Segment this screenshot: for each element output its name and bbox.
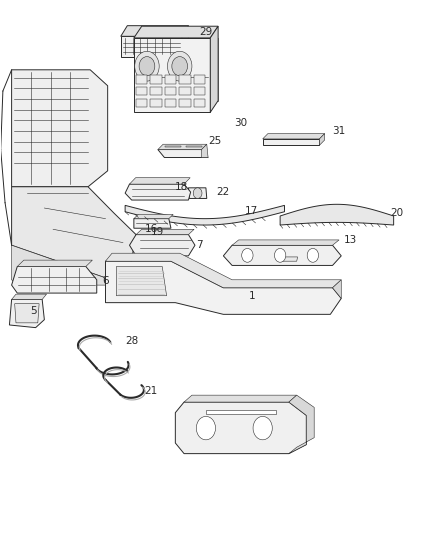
Polygon shape [125,205,285,225]
Polygon shape [121,26,188,36]
Polygon shape [136,87,148,95]
Polygon shape [194,99,205,107]
Text: 31: 31 [332,126,346,136]
Polygon shape [136,75,148,84]
Polygon shape [150,75,162,84]
Text: 20: 20 [390,208,403,219]
Polygon shape [179,75,191,84]
Polygon shape [130,235,195,256]
Polygon shape [194,75,205,84]
Polygon shape [134,219,171,228]
Text: 7: 7 [196,240,203,250]
Polygon shape [201,144,208,158]
Polygon shape [280,204,394,225]
Polygon shape [188,188,207,198]
Polygon shape [332,280,341,298]
Text: 25: 25 [208,135,221,146]
Polygon shape [134,38,210,112]
Text: 5: 5 [30,306,37,316]
Text: 18: 18 [175,182,188,192]
Polygon shape [165,75,176,84]
Polygon shape [12,294,46,300]
Polygon shape [106,261,341,314]
Polygon shape [186,146,201,148]
Circle shape [172,56,187,76]
Polygon shape [106,253,341,288]
Polygon shape [206,410,276,414]
Text: 30: 30 [234,118,247,128]
Text: 19: 19 [151,228,165,238]
Polygon shape [10,300,44,328]
Polygon shape [142,38,218,101]
Circle shape [275,248,286,262]
Polygon shape [232,240,339,245]
Polygon shape [182,26,188,56]
Polygon shape [14,304,39,323]
Polygon shape [12,70,108,187]
Circle shape [307,248,318,262]
Polygon shape [130,177,190,184]
Polygon shape [17,260,92,266]
Polygon shape [289,395,314,454]
Text: 16: 16 [145,224,158,235]
Text: 28: 28 [125,336,138,346]
Polygon shape [134,26,218,38]
Polygon shape [134,214,173,219]
Text: 21: 21 [145,386,158,397]
Polygon shape [136,99,148,107]
Text: 29: 29 [199,27,212,37]
Circle shape [196,416,215,440]
Polygon shape [158,144,207,150]
Circle shape [167,51,192,81]
Polygon shape [282,257,297,261]
Text: 13: 13 [343,235,357,245]
Text: 22: 22 [217,187,230,197]
Circle shape [242,248,253,262]
Polygon shape [263,139,319,146]
Polygon shape [184,395,297,402]
Polygon shape [223,245,341,265]
Polygon shape [117,266,166,296]
Polygon shape [210,26,218,112]
Circle shape [193,188,202,198]
Polygon shape [165,99,176,107]
Polygon shape [136,229,194,235]
Polygon shape [263,134,325,139]
Polygon shape [12,245,110,285]
Polygon shape [125,184,191,200]
Circle shape [253,416,272,440]
Polygon shape [165,87,176,95]
Polygon shape [179,99,191,107]
Polygon shape [165,146,180,148]
Text: 1: 1 [248,290,255,301]
Polygon shape [150,87,162,95]
Polygon shape [158,150,208,158]
Polygon shape [12,187,136,277]
Polygon shape [150,99,162,107]
Polygon shape [121,36,182,56]
Polygon shape [175,402,306,454]
Circle shape [135,51,159,81]
Polygon shape [12,266,97,293]
Text: 17: 17 [245,206,258,216]
Circle shape [139,56,155,76]
Text: 6: 6 [102,277,109,286]
Polygon shape [319,134,325,146]
Polygon shape [194,87,205,95]
Polygon shape [179,87,191,95]
